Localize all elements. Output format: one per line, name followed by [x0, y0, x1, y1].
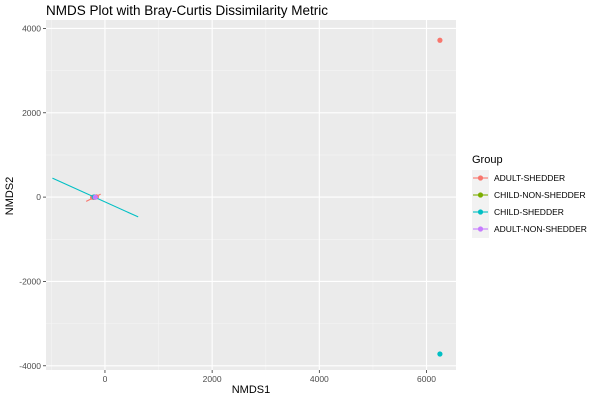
legend-title: Group	[472, 154, 503, 166]
plot-panel: 0 2000 4000 6000 -4000 -2000 0 2000 4000	[19, 20, 456, 384]
y-tick-label: -2000	[19, 276, 41, 286]
legend-point-child-shedder	[477, 209, 484, 215]
y-tick-label: -4000	[19, 361, 41, 371]
y-tick-label: 4000	[22, 23, 41, 33]
x-tick-label: 4000	[310, 374, 329, 384]
legend-label-adult-shedder: ADULT-SHEDDER	[494, 173, 565, 183]
legend-point-child-non-shedder	[477, 192, 484, 198]
legend-label-adult-non-shedder: ADULT-NON-SHEDDER	[494, 224, 587, 234]
x-tick-label: 0	[103, 374, 108, 384]
legend: ADULT-SHEDDER CHILD-NON-SHEDDER CHILD-SHED…	[472, 170, 587, 238]
data-point-adult-non-shedder	[92, 194, 98, 200]
x-axis-title: NMDS1	[232, 384, 271, 396]
legend-point-adult-shedder	[477, 175, 484, 181]
y-tick-label: 2000	[22, 108, 41, 118]
panel-background	[46, 20, 456, 370]
data-point-adult-shedder	[437, 37, 443, 43]
legend-label-child-shedder: CHILD-SHEDDER	[494, 207, 564, 217]
data-point-child-shedder	[437, 351, 443, 357]
y-axis-title: NMDS2	[4, 177, 16, 216]
chart-title: NMDS Plot with Bray-Curtis Dissimilarity…	[46, 3, 328, 18]
legend-label-child-non-shedder: CHILD-NON-SHEDDER	[494, 190, 586, 200]
x-tick-label: 6000	[417, 374, 436, 384]
legend-point-adult-non-shedder	[477, 226, 484, 232]
y-tick-label: 0	[36, 192, 41, 202]
x-tick-label: 2000	[203, 374, 222, 384]
